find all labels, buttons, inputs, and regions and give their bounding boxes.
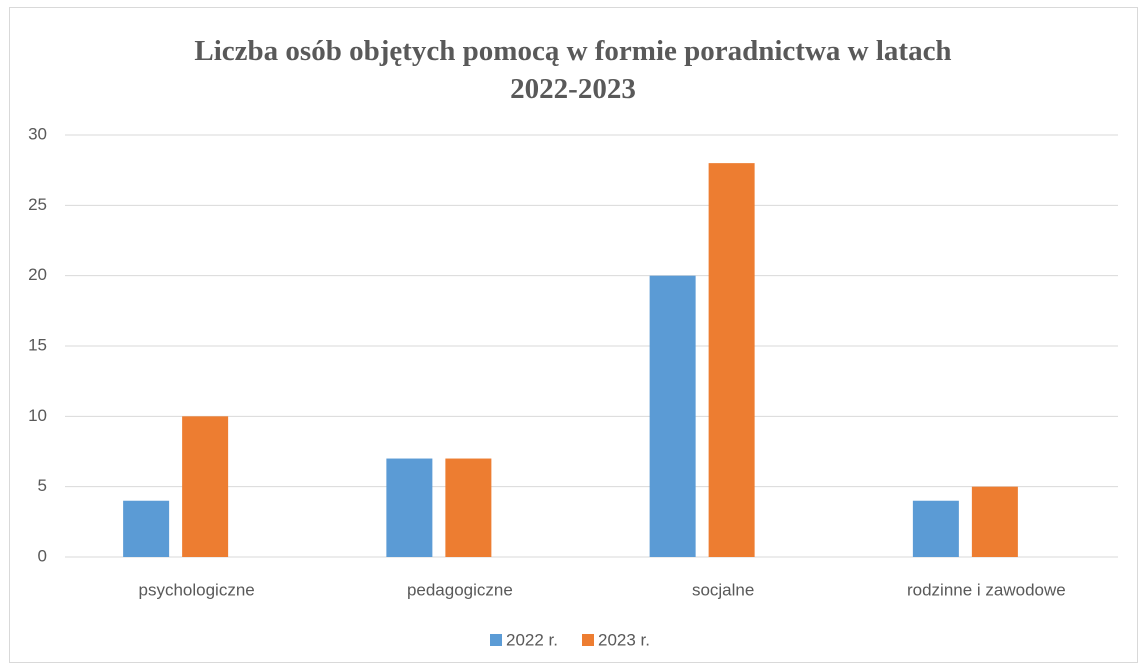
- bar: [971, 486, 1018, 557]
- chart-title: Liczba osób objętych pomocą w formie por…: [194, 35, 952, 105]
- legend-label: 2023 r.: [598, 630, 650, 649]
- bar: [182, 416, 229, 557]
- y-tick-label: 25: [28, 195, 47, 214]
- y-tick-label: 30: [28, 124, 47, 143]
- legend-label: 2022 r.: [506, 630, 558, 649]
- chart-border: [9, 7, 1138, 663]
- legend-swatch: [582, 634, 594, 646]
- y-tick-label: 5: [38, 476, 47, 495]
- bar: [445, 458, 492, 557]
- legend-swatch: [490, 634, 502, 646]
- bar: [649, 275, 696, 557]
- y-tick-label: 0: [38, 546, 47, 565]
- y-tick-label: 10: [28, 406, 47, 425]
- bar: [708, 163, 755, 557]
- x-tick-label: socjalne: [692, 580, 754, 599]
- y-tick-label: 20: [28, 265, 47, 284]
- bar: [912, 500, 959, 557]
- bar: [123, 500, 170, 557]
- x-tick-label: pedagogiczne: [407, 580, 513, 599]
- x-tick-label: psychologiczne: [139, 580, 255, 599]
- bar: [386, 458, 433, 557]
- y-tick-label: 15: [28, 335, 47, 354]
- x-tick-label: rodzinne i zawodowe: [907, 580, 1066, 599]
